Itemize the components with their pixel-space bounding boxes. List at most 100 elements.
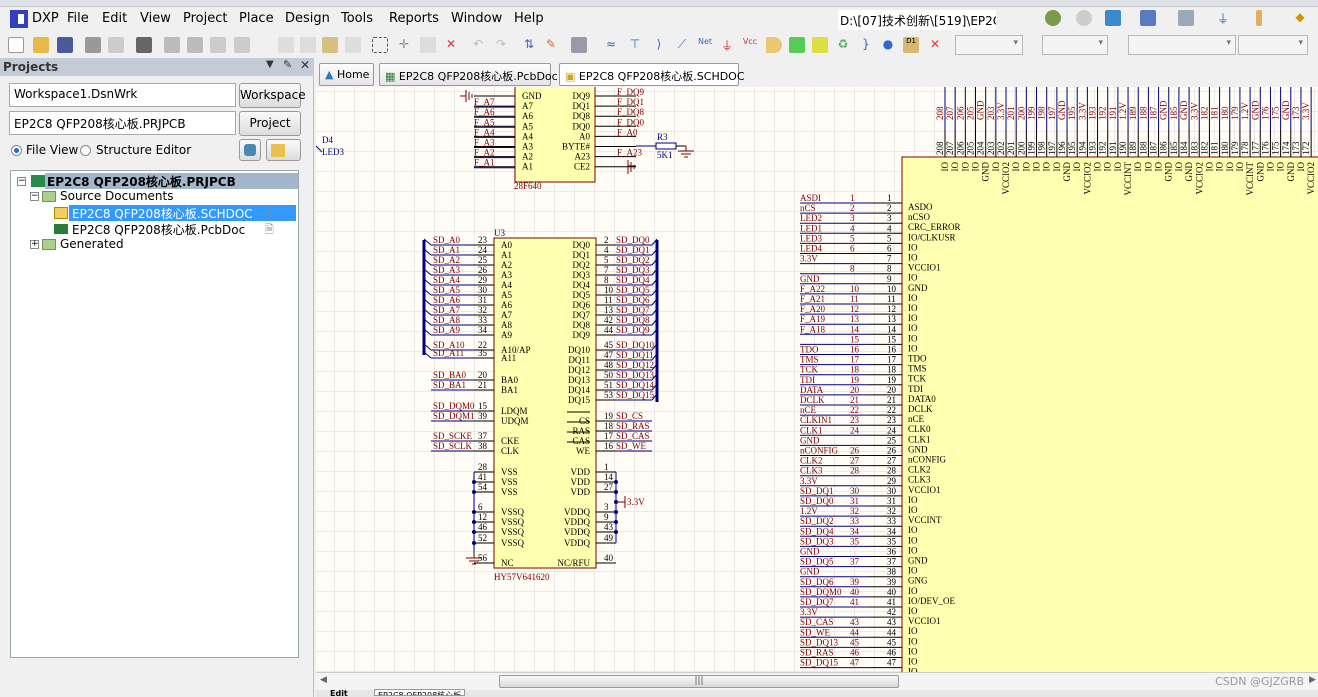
layers-icon[interactable]: [136, 37, 152, 53]
no-erc-icon[interactable]: ✕: [929, 37, 941, 51]
scrollbar-thumb[interactable]: |||: [499, 675, 899, 688]
tab-home[interactable]: ▲ Home: [319, 63, 374, 86]
u3-pin-name: DQ13: [568, 375, 590, 385]
tree-item-pcbdoc[interactable]: EP2C8 QFP208核心板.PcbDoc 🗎: [11, 221, 298, 237]
tree-item-schdoc[interactable]: EP2C8 QFP208核心板.SCHDOC 🗎: [11, 205, 298, 221]
zoom-selected-icon[interactable]: [210, 37, 226, 53]
harness-connector-icon[interactable]: }: [862, 37, 870, 51]
tab-schdoc[interactable]: ▣ EP2C8 QFP208核心板.SCHDOC: [559, 63, 745, 86]
panel-menu-icon[interactable]: ▼: [266, 59, 274, 70]
undo-icon[interactable]: ↶: [472, 37, 484, 51]
deselect-icon[interactable]: [420, 37, 436, 53]
pin-icon[interactable]: ✎: [283, 58, 293, 71]
wire-icon[interactable]: ≈: [605, 37, 617, 51]
print-preview-icon[interactable]: [108, 37, 124, 53]
device-sheet-icon[interactable]: ♻: [837, 37, 849, 51]
vcc-port-icon[interactable]: Vcc: [742, 37, 758, 46]
part-icon[interactable]: [1256, 10, 1262, 26]
structure-editor-radio[interactable]: [80, 145, 91, 156]
bus-entry: [423, 268, 432, 276]
print-icon[interactable]: [85, 37, 101, 53]
filter-combo-1[interactable]: [955, 35, 1023, 55]
bus-entry-icon[interactable]: ⟩: [656, 37, 662, 51]
fpga-pin-number: 42: [887, 607, 896, 617]
expand-icon[interactable]: +: [30, 239, 39, 249]
collapse-icon[interactable]: −: [17, 176, 26, 186]
browse-library-icon[interactable]: [571, 37, 587, 53]
filter-combo-2[interactable]: [1042, 35, 1108, 55]
close-icon[interactable]: ✕: [300, 58, 311, 72]
filter-combo-3[interactable]: [1128, 35, 1236, 55]
menu-file[interactable]: File: [67, 11, 89, 26]
paste-icon[interactable]: [322, 37, 338, 53]
align-icon[interactable]: [1178, 10, 1194, 26]
clear-filter-icon[interactable]: ✕: [445, 37, 457, 51]
menu-view[interactable]: View: [140, 11, 171, 26]
rubber-stamp-icon[interactable]: [345, 37, 361, 53]
zoom-area-icon[interactable]: [187, 37, 203, 53]
cross-probe-icon[interactable]: ✎: [545, 37, 557, 51]
fpga-pin-name: CLK3: [908, 475, 931, 485]
redo-icon[interactable]: ↷: [495, 37, 507, 51]
port-place-icon[interactable]: D1: [903, 37, 919, 53]
select-area-icon[interactable]: [372, 37, 388, 53]
new-icon[interactable]: [8, 37, 24, 53]
gnd-port-icon[interactable]: ⏚: [720, 39, 733, 53]
schematic-canvas[interactable]: D4 LED3 GND A7 F_A7 A6 F_A6 A5 F_A5 A4 F_A4 A3 F_A3 A…: [316, 87, 1318, 672]
document-path-field[interactable]: D:\[07]技术创新\[519]\EP2C8 QF: [838, 10, 996, 30]
menu-tools[interactable]: Tools: [341, 11, 374, 26]
workspace-field[interactable]: Workspace1.DsnWrk: [9, 83, 236, 107]
workspace-button[interactable]: Workspace: [239, 83, 306, 108]
net-label: 3.3V: [800, 254, 818, 264]
fpga-pin-number: 27: [887, 456, 897, 466]
save-icon[interactable]: [57, 37, 73, 53]
menu-window[interactable]: Window: [451, 11, 503, 26]
tree-item-source-documents[interactable]: − Source Documents: [11, 189, 298, 205]
back-icon[interactable]: [1045, 10, 1061, 26]
horizontal-scrollbar[interactable]: ◀ ||| CSDN @GJZGRB ▶: [316, 672, 1318, 690]
sheet-symbol-place-icon[interactable]: [789, 37, 805, 53]
home-icon[interactable]: [1105, 10, 1121, 26]
project-button[interactable]: Project: [239, 111, 301, 136]
move-icon[interactable]: ✛: [398, 37, 410, 51]
scroll-left-icon[interactable]: ◀: [320, 675, 327, 685]
bottom-tab-editor[interactable]: Edit: [330, 689, 348, 696]
compile-button[interactable]: [239, 139, 261, 161]
project-field[interactable]: EP2C8 QFP208核心板.PRJPCB: [9, 111, 236, 135]
structure-editor-label[interactable]: Structure Editor: [96, 143, 192, 157]
menu-design[interactable]: Design: [285, 11, 330, 26]
zoom-fit-icon[interactable]: [164, 37, 180, 53]
harness-entry-icon[interactable]: ●: [882, 37, 894, 51]
menu-reports[interactable]: Reports: [389, 11, 439, 26]
copy-icon[interactable]: [300, 37, 316, 53]
file-view-radio[interactable]: [11, 145, 22, 156]
sheet-symbol-icon[interactable]: [1140, 10, 1156, 26]
scroll-right-icon[interactable]: ▶: [1309, 675, 1316, 685]
up-down-hierarchy-icon[interactable]: ⇅: [523, 37, 535, 51]
menu-project[interactable]: Project: [183, 11, 228, 26]
menu-dxp[interactable]: DXP: [32, 11, 59, 26]
zoom-filter-icon[interactable]: [234, 37, 250, 53]
cut-icon[interactable]: [278, 37, 294, 53]
menu-edit[interactable]: Edit: [102, 11, 128, 26]
tree-item-project[interactable]: − EP2C8 QFP208核心板.PRJPCB: [11, 173, 298, 189]
file-view-label[interactable]: File View: [26, 143, 79, 157]
bus-icon[interactable]: ⊤: [629, 37, 641, 51]
ground-icon[interactable]: ⏚: [1216, 12, 1229, 26]
filter-combo-4[interactable]: [1238, 35, 1308, 55]
net-label-icon[interactable]: Net: [697, 37, 713, 46]
tree-item-generated[interactable]: + Generated: [11, 237, 298, 253]
signal-harness-icon[interactable]: ⟋: [677, 37, 687, 51]
bottom-tab-document[interactable]: EP2C8 QFP208核心板: [374, 689, 466, 696]
menu-help[interactable]: Help: [514, 11, 544, 26]
menu-place[interactable]: Place: [239, 11, 274, 26]
port-icon[interactable]: ◆: [1295, 10, 1305, 24]
collapse-icon[interactable]: −: [30, 191, 39, 201]
tab-pcbdoc[interactable]: ▦ EP2C8 QFP208核心板.PcbDoc: [379, 63, 558, 86]
open-icon[interactable]: [33, 37, 49, 53]
schematic-drawing[interactable]: D4LED3GNDA7F_A7A6F_A6A5F_A5A4F_A4A3F_A3A…: [316, 87, 1318, 672]
part-place-icon[interactable]: [766, 37, 782, 53]
sheet-entry-icon[interactable]: [812, 37, 828, 53]
project-options-button[interactable]: [266, 139, 301, 161]
forward-icon[interactable]: [1076, 10, 1092, 26]
